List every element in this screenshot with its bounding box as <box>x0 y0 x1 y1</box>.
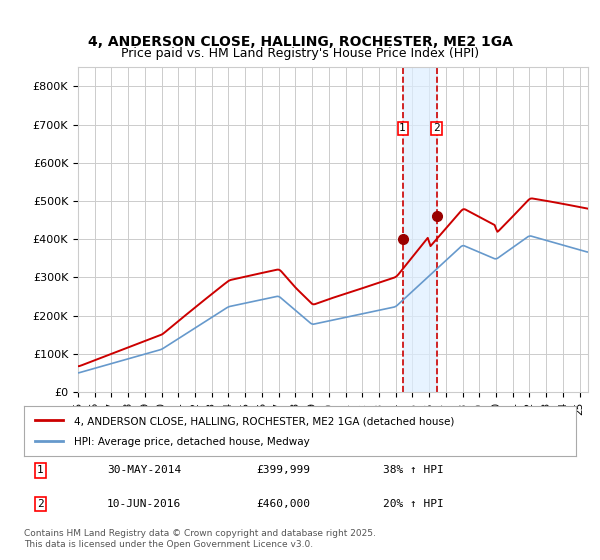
Text: 2: 2 <box>433 123 440 133</box>
Text: 2: 2 <box>37 499 44 509</box>
Text: 20% ↑ HPI: 20% ↑ HPI <box>383 499 443 509</box>
Text: Contains HM Land Registry data © Crown copyright and database right 2025.
This d: Contains HM Land Registry data © Crown c… <box>24 529 376 549</box>
Text: 1: 1 <box>37 465 44 475</box>
Text: 30-MAY-2014: 30-MAY-2014 <box>107 465 181 475</box>
Text: £460,000: £460,000 <box>256 499 310 509</box>
Text: 4, ANDERSON CLOSE, HALLING, ROCHESTER, ME2 1GA: 4, ANDERSON CLOSE, HALLING, ROCHESTER, M… <box>88 35 512 49</box>
Text: 4, ANDERSON CLOSE, HALLING, ROCHESTER, ME2 1GA (detached house): 4, ANDERSON CLOSE, HALLING, ROCHESTER, M… <box>74 416 454 426</box>
Text: Price paid vs. HM Land Registry's House Price Index (HPI): Price paid vs. HM Land Registry's House … <box>121 46 479 60</box>
Text: 10-JUN-2016: 10-JUN-2016 <box>107 499 181 509</box>
Bar <box>403 67 437 392</box>
Text: 38% ↑ HPI: 38% ↑ HPI <box>383 465 443 475</box>
Text: 1: 1 <box>399 123 406 133</box>
Text: HPI: Average price, detached house, Medway: HPI: Average price, detached house, Medw… <box>74 437 310 447</box>
Text: £399,999: £399,999 <box>256 465 310 475</box>
